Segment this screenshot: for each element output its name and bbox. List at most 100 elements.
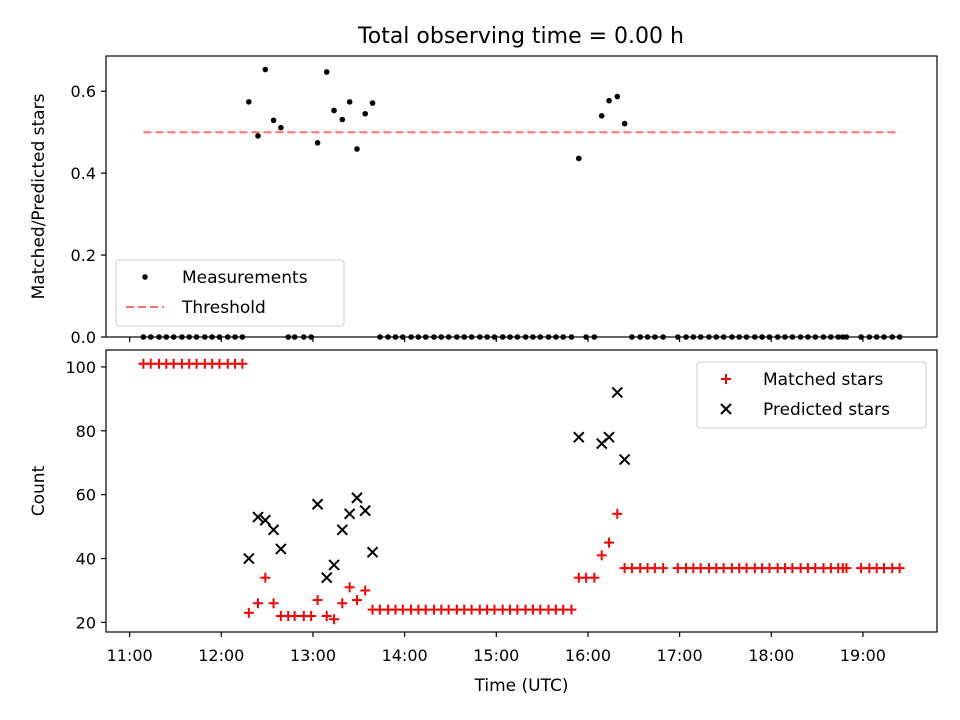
measurement-point [193, 334, 200, 340]
marker-stroke [720, 403, 732, 415]
measurement-point [690, 334, 697, 340]
measurement-point [537, 334, 544, 340]
measurement-point [782, 334, 788, 340]
y-axis-label: Matched/Predicted stars [29, 93, 49, 299]
measurement-point [392, 334, 399, 340]
marker-stroke [328, 559, 340, 571]
measurement-point [866, 334, 873, 340]
x-tick-label: 11:00 [107, 646, 153, 665]
measurement-point [751, 334, 758, 340]
measurement-point [156, 334, 162, 340]
measurement-point [591, 334, 598, 340]
measurement-point [331, 107, 337, 114]
measurement-point [629, 334, 635, 340]
predicted-star-marker [336, 524, 349, 536]
measurement-point [415, 334, 422, 340]
measurement-point [422, 334, 429, 340]
matched-star-marker [604, 537, 615, 548]
x-tick-label: 12:00 [198, 646, 244, 665]
measurement-point [889, 334, 896, 340]
measurement-point [323, 69, 330, 75]
predicted-star-marker [618, 453, 631, 466]
measurement-point [759, 334, 765, 340]
measurement-point [438, 334, 445, 340]
measurement-point [736, 334, 742, 340]
measurement-point [399, 334, 406, 340]
y-tick-label: 100 [65, 358, 96, 377]
measurement-point [606, 97, 612, 104]
measurement-point [377, 334, 383, 340]
predicted-star-marker [311, 498, 324, 510]
measurement-point [224, 334, 231, 340]
measurement-point [560, 334, 567, 340]
measurement-point [820, 334, 827, 340]
predicted-star-marker [275, 543, 287, 555]
x-tick-label: 13:00 [290, 646, 336, 665]
measurement-point [514, 334, 521, 340]
y-tick-label: 40 [76, 550, 96, 569]
predicted-star-marker [366, 546, 379, 558]
matched-star-marker [658, 563, 669, 574]
measurement-point [583, 334, 589, 340]
y-axis-label: Count [29, 465, 49, 516]
x-tick-label: 15:00 [473, 646, 519, 665]
matched-star-marker [260, 572, 271, 583]
measurement-point [697, 334, 704, 340]
measurement-point [881, 334, 887, 340]
measurement-point [491, 334, 498, 340]
axes-frame [105, 349, 938, 633]
measurement-point [170, 334, 177, 340]
measurement-point [706, 334, 712, 340]
matched-star-marker [306, 611, 317, 622]
matched-star-marker [337, 598, 348, 609]
measurement-point [644, 334, 651, 340]
measurement-point [843, 334, 850, 340]
y-tick-label: 0.0 [71, 328, 96, 347]
measurement-point [255, 133, 261, 139]
measurement-point [720, 334, 727, 340]
measurement-point [291, 334, 298, 340]
predicted-star-marker [259, 514, 272, 526]
measurement-point [385, 334, 391, 340]
matched-star-marker [252, 598, 263, 609]
measurement-point [614, 93, 621, 100]
marker-stroke [359, 504, 371, 517]
legend-marker-measurements [142, 274, 148, 280]
measurement-point [743, 334, 750, 340]
measurement-point [445, 334, 452, 340]
measurement-point [140, 334, 147, 340]
legend: Matched stars Predicted stars [696, 361, 927, 429]
marker-stroke [618, 453, 631, 466]
marker-stroke [573, 431, 585, 443]
plot-area [138, 358, 905, 625]
matched-star-marker [321, 611, 332, 622]
measurement-point [766, 334, 773, 340]
measurement-point [354, 146, 360, 152]
predicted-star-marker [343, 508, 356, 520]
measurement-point [568, 334, 575, 340]
marker-stroke [343, 508, 356, 520]
x-tick-label: 19:00 [840, 646, 886, 665]
predicted-star-marker [573, 431, 585, 443]
legend-label: Matched stars [763, 370, 883, 390]
measurement-point [828, 334, 834, 340]
measurement-point [858, 334, 864, 340]
legend-marker-matched [721, 374, 731, 384]
legend-label: Measurements [182, 268, 308, 288]
measurement-point [789, 334, 796, 340]
x-tick-label: 17:00 [657, 646, 703, 665]
measurement-point [246, 99, 252, 105]
marker-stroke [275, 543, 287, 555]
measurement-point [454, 334, 460, 340]
measurement-point [270, 117, 277, 124]
matched-star-marker [344, 582, 355, 593]
measurement-point [285, 334, 292, 340]
plot-area [140, 66, 903, 340]
measurement-point [278, 124, 284, 131]
predicted-star-marker [267, 524, 280, 536]
measurement-point [202, 334, 208, 340]
matched-star-marker [894, 563, 905, 574]
bottom-panel: 20 40 60 80 100 11:00 12:00 13:00 14:00 15:00 16:0… [29, 349, 938, 696]
